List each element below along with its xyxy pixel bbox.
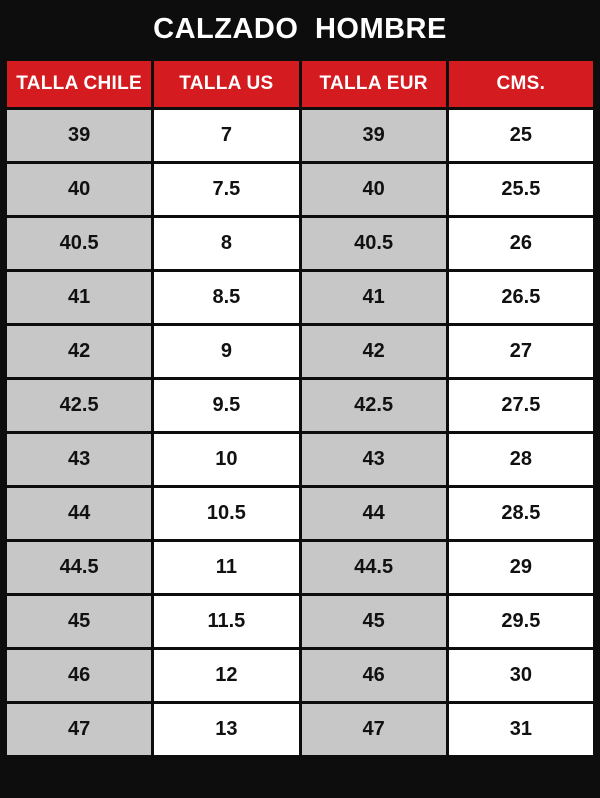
table-cell: 41 [298, 269, 449, 326]
size-table-head: TALLA CHILE TALLA US TALLA EUR CMS. [3, 58, 597, 110]
table-row: 45 11.5 45 29.5 [3, 593, 597, 650]
table-cell: 40.5 [3, 215, 155, 272]
table-cell: 8 [151, 215, 302, 272]
table-cell: 39 [3, 107, 155, 164]
table-cell: 10 [151, 431, 302, 488]
table-row: 42.5 9.5 42.5 27.5 [3, 377, 597, 434]
table-cell: 27 [445, 323, 597, 380]
table-row: 41 8.5 41 26.5 [3, 269, 597, 326]
table-cell: 9 [151, 323, 302, 380]
table-cell: 42.5 [298, 377, 449, 434]
table-row: 42 9 42 27 [3, 323, 597, 380]
table-cell: 44.5 [298, 539, 449, 596]
table-row: 39 7 39 25 [3, 107, 597, 164]
table-cell: 26 [445, 215, 597, 272]
table-cell: 46 [3, 647, 155, 704]
table-cell: 7.5 [151, 161, 302, 218]
table-cell: 42 [298, 323, 449, 380]
header-cell-cms: CMS. [445, 58, 597, 110]
table-cell: 26.5 [445, 269, 597, 326]
table-row: 40.5 8 40.5 26 [3, 215, 597, 272]
table-cell: 44.5 [3, 539, 155, 596]
table-cell: 13 [151, 701, 302, 758]
table-row: 44.5 11 44.5 29 [3, 539, 597, 596]
table-cell: 29 [445, 539, 597, 596]
table-row: 43 10 43 28 [3, 431, 597, 488]
size-chart-title: CALZADO HOMBRE [153, 12, 447, 45]
size-chart-title-bar: CALZADO HOMBRE [0, 0, 600, 58]
table-cell: 45 [298, 593, 449, 650]
size-table-body: 39 7 39 25 40 7.5 40 25.5 40.5 8 40.5 26 41 8.5 41 26.5… [3, 107, 597, 758]
table-cell: 28.5 [445, 485, 597, 542]
table-cell: 25.5 [445, 161, 597, 218]
table-cell: 27.5 [445, 377, 597, 434]
table-cell: 42 [3, 323, 155, 380]
table-cell: 9.5 [151, 377, 302, 434]
table-row: 46 12 46 30 [3, 647, 597, 704]
table-cell: 11.5 [151, 593, 302, 650]
table-cell: 44 [3, 485, 155, 542]
header-cell-talla-chile: TALLA CHILE [3, 58, 155, 110]
table-cell: 47 [298, 701, 449, 758]
table-cell: 28 [445, 431, 597, 488]
table-cell: 7 [151, 107, 302, 164]
table-cell: 40 [298, 161, 449, 218]
table-cell: 44 [298, 485, 449, 542]
table-cell: 43 [3, 431, 155, 488]
table-cell: 43 [298, 431, 449, 488]
table-cell: 12 [151, 647, 302, 704]
table-row: 44 10.5 44 28.5 [3, 485, 597, 542]
table-cell: 11 [151, 539, 302, 596]
header-row: TALLA CHILE TALLA US TALLA EUR CMS. [3, 58, 597, 110]
table-cell: 10.5 [151, 485, 302, 542]
table-cell: 8.5 [151, 269, 302, 326]
size-conversion-table: TALLA CHILE TALLA US TALLA EUR CMS. 39 7 3… [3, 58, 597, 758]
table-cell: 41 [3, 269, 155, 326]
table-cell: 30 [445, 647, 597, 704]
table-cell: 31 [445, 701, 597, 758]
table-cell: 25 [445, 107, 597, 164]
table-cell: 46 [298, 647, 449, 704]
table-cell: 29.5 [445, 593, 597, 650]
table-row: 40 7.5 40 25.5 [3, 161, 597, 218]
table-cell: 40.5 [298, 215, 449, 272]
table-cell: 45 [3, 593, 155, 650]
header-cell-talla-us: TALLA US [151, 58, 302, 110]
table-cell: 42.5 [3, 377, 155, 434]
table-row: 47 13 47 31 [3, 701, 597, 758]
table-cell: 47 [3, 701, 155, 758]
table-cell: 39 [298, 107, 449, 164]
header-cell-talla-eur: TALLA EUR [298, 58, 449, 110]
table-cell: 40 [3, 161, 155, 218]
